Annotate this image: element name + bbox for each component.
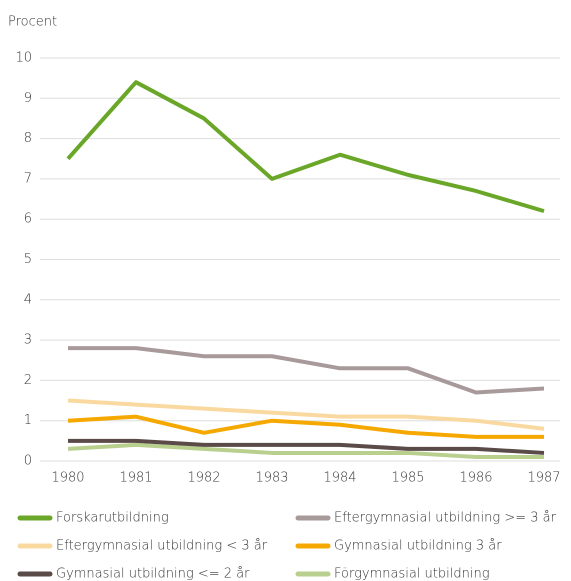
y-tick-label: 4	[24, 292, 32, 307]
y-tick-label: 3	[24, 333, 32, 348]
x-tick-label: 1986	[459, 471, 492, 486]
series-line	[66, 80, 545, 214]
series-line	[68, 438, 545, 455]
x-tick-label: 1984	[323, 471, 356, 486]
y-tick-label: 7	[24, 171, 32, 186]
y-tick-label: 8	[24, 131, 32, 146]
y-tick-label: 10	[15, 51, 32, 66]
x-tick-label: 1981	[119, 471, 152, 486]
x-tick-label: 1983	[255, 471, 288, 486]
legend-label: Gymnasial utbildning <= 2 år	[56, 567, 250, 581]
series-line	[67, 398, 545, 431]
y-tick-label: 1	[24, 413, 32, 428]
series-line	[68, 346, 545, 395]
y-tick-label: 6	[24, 212, 32, 227]
x-tick-label: 1987	[527, 471, 560, 486]
y-tick-label: 0	[24, 454, 32, 469]
legend-label: Förgymnasial utbildning	[334, 567, 490, 581]
legend-label: Eftergymnasial utbildning < 3 år	[56, 539, 268, 554]
y-tick-label: 5	[24, 252, 32, 267]
x-tick-label: 1985	[391, 471, 424, 486]
legend-label: Forskarutbildning	[56, 511, 169, 526]
y-tick-label: 9	[24, 91, 32, 106]
x-tick-label: 1980	[51, 471, 84, 486]
series-line	[67, 414, 544, 439]
legend-label: Gymnasial utbildning 3 år	[334, 539, 502, 554]
legend-label: Eftergymnasial utbildning >= 3 år	[334, 511, 557, 526]
y-axis-label: Procent	[8, 15, 57, 30]
y-tick-label: 2	[24, 373, 32, 388]
series-line	[67, 442, 544, 459]
x-tick-label: 1982	[187, 471, 220, 486]
